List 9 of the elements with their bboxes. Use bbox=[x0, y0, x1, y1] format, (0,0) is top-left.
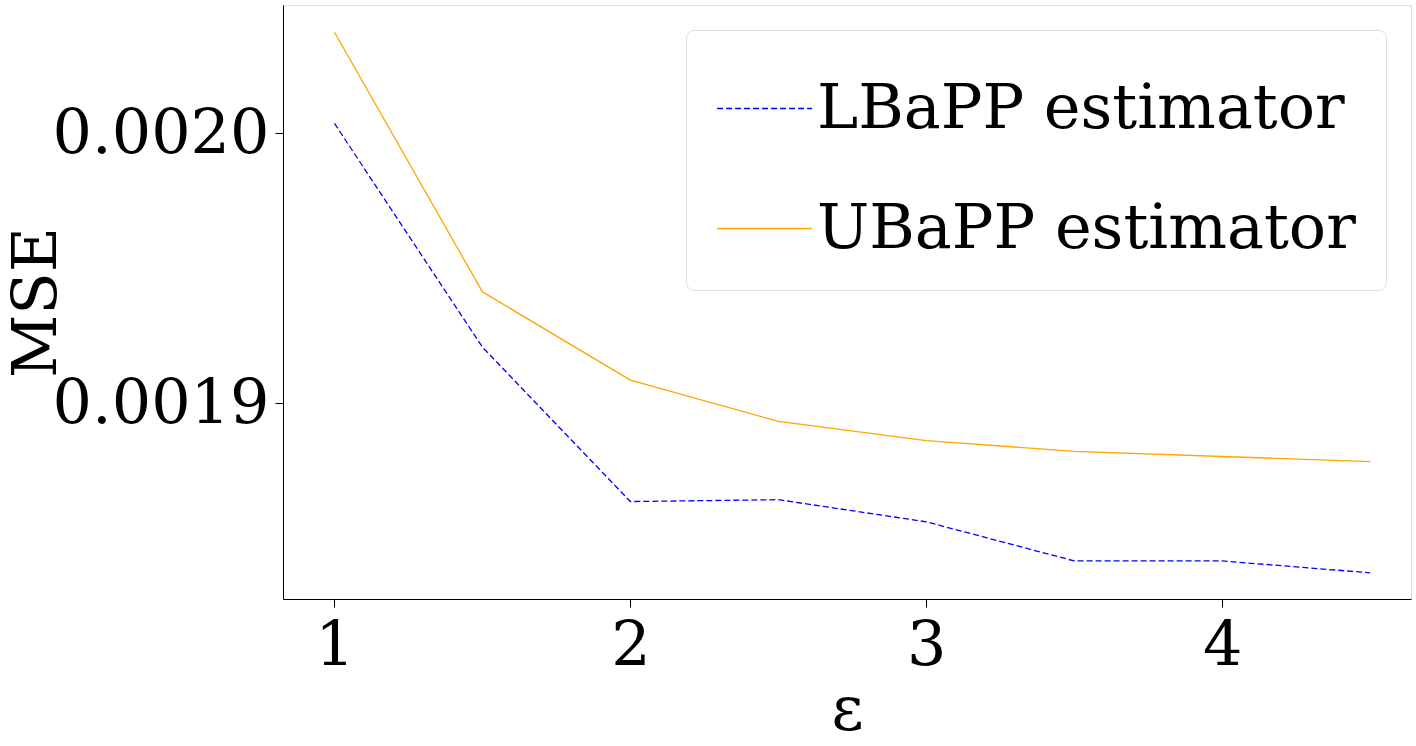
legend-label: UBaPP estimator bbox=[817, 189, 1357, 263]
x-tick-label: 4 bbox=[1202, 606, 1243, 680]
line-series bbox=[333, 31, 1371, 463]
x-tick-label: 1 bbox=[315, 606, 355, 680]
x-tick-label: 3 bbox=[907, 606, 947, 680]
y-tick-label: 0.0020 bbox=[52, 94, 270, 168]
x-tick-label: 2 bbox=[611, 606, 651, 680]
x-axis-title: ε bbox=[831, 671, 864, 745]
legend-label: LBaPP estimator bbox=[817, 69, 1346, 143]
